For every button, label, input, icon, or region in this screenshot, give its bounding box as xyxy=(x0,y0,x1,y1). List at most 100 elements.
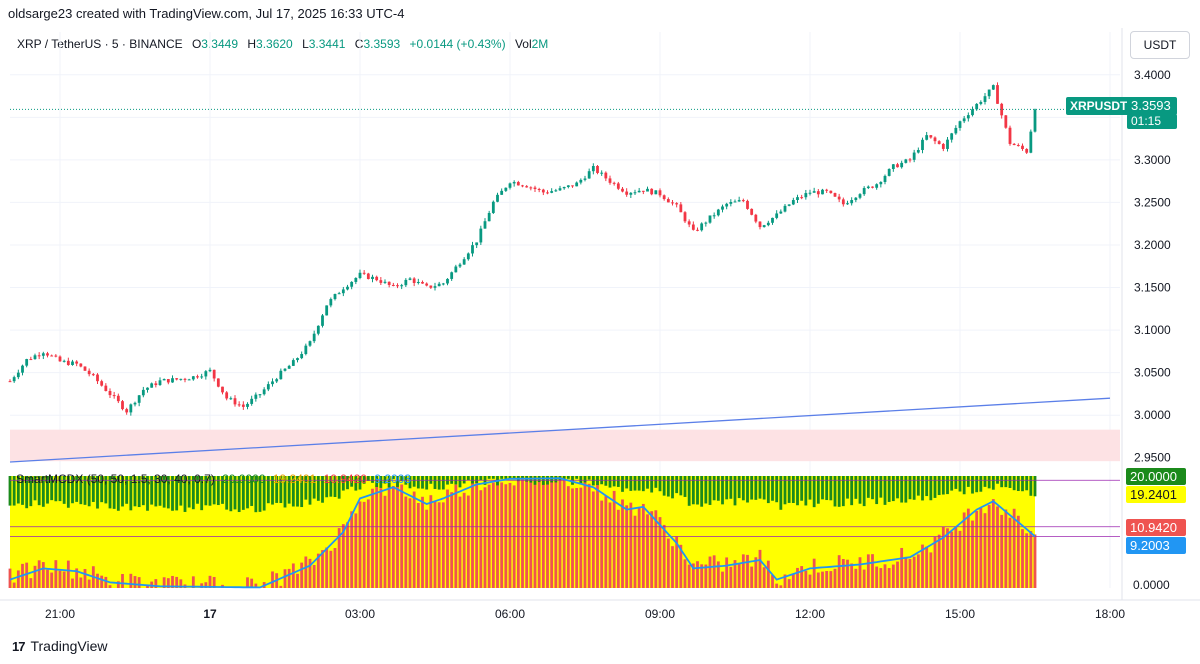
indicator-red-bar xyxy=(879,568,883,588)
indicator-red-bar xyxy=(908,559,912,588)
indicator-green-bar xyxy=(987,476,991,489)
indicator-name[interactable]: SmartMCDX (50, 50, 1.5, 30, 40, 0.7) xyxy=(16,472,215,486)
indicator-green-bar xyxy=(462,476,466,484)
candle-body xyxy=(991,85,995,90)
candle-body xyxy=(708,215,712,223)
indicator-red-bar xyxy=(154,579,158,588)
indicator-red-bar xyxy=(779,585,783,588)
indicator-red-bar xyxy=(437,502,441,588)
indicator-red-bar xyxy=(558,476,562,588)
indicator-red-bar xyxy=(833,568,837,588)
indicator-red-bar xyxy=(146,584,149,588)
indicator-green-bar xyxy=(91,476,95,502)
indicator-red-bar xyxy=(116,581,120,588)
indicator-red-bar xyxy=(54,560,58,588)
indicator-red-bar xyxy=(279,585,283,588)
indicator-green-bar xyxy=(750,476,754,500)
indicator-red-bar xyxy=(708,556,712,588)
indicator-green-bar xyxy=(479,476,483,481)
indicator-red-bar xyxy=(687,564,691,588)
candle-body xyxy=(512,182,516,184)
time-tick-label: 03:00 xyxy=(345,607,375,621)
indicator-green-bar xyxy=(79,476,83,505)
indicator-red-bar xyxy=(937,534,941,588)
currency-button[interactable]: USDT xyxy=(1130,31,1190,59)
indicator-green-bar xyxy=(925,476,929,497)
indicator-red-bar xyxy=(546,477,549,588)
indicator-red-bar xyxy=(566,486,570,588)
indicator-green-bar xyxy=(983,476,987,487)
indicator-red-bar xyxy=(475,478,479,588)
indicator-red-bar xyxy=(500,482,504,588)
indicator-green-bar xyxy=(46,476,49,504)
indicator-red-bar xyxy=(983,513,987,588)
indicator-red-bar xyxy=(521,476,524,588)
candle-body xyxy=(229,398,233,400)
candle-body xyxy=(208,369,212,372)
candle-body xyxy=(258,394,262,396)
indicator-green-bar xyxy=(325,476,329,498)
candle-body xyxy=(25,359,29,366)
indicator-red-bar xyxy=(616,509,620,588)
candle-body xyxy=(75,361,79,364)
symbol-info: XRP / TetherUS · 5 · BINANCE O3.3449 H3.… xyxy=(17,37,548,51)
indicator-green-bar xyxy=(662,476,666,496)
indicator-green-bar xyxy=(746,476,749,503)
indicator-green-bar xyxy=(771,476,774,501)
indicator-green-bar xyxy=(262,476,266,511)
indicator-red-bar xyxy=(304,556,308,588)
candle-body xyxy=(616,183,620,189)
candle-body xyxy=(312,333,316,342)
indicator-green-bar xyxy=(21,476,24,505)
candle-body xyxy=(975,103,979,110)
indicator-green-bar xyxy=(816,476,820,504)
indicator-green-bar xyxy=(679,476,683,496)
candle-body xyxy=(37,355,41,357)
indicator-pane xyxy=(8,476,1120,589)
footer-logo[interactable]: 17 TradingView xyxy=(12,638,108,654)
indicator-green-bar xyxy=(291,476,295,507)
indicator-green-bar xyxy=(425,476,429,490)
candle-body xyxy=(525,186,529,188)
indicator-red-bar xyxy=(121,573,124,588)
indicator-green-bar xyxy=(233,476,237,510)
indicator-green-bar xyxy=(121,476,124,507)
indicator-red-bar xyxy=(383,495,387,588)
candle-body xyxy=(250,398,254,404)
last-price-tag: 3.3593 xyxy=(1127,97,1177,115)
indicator-red-bar xyxy=(350,511,354,588)
indicator-green-bar xyxy=(650,476,654,493)
candle-body xyxy=(1025,149,1029,153)
candle-body xyxy=(900,162,904,168)
indicator-green-bar xyxy=(604,476,608,486)
candle-body xyxy=(416,281,420,283)
indicator-green-bar xyxy=(391,476,395,479)
candle-body xyxy=(79,363,83,367)
candle-body xyxy=(308,341,312,346)
indicator-green-bar xyxy=(296,476,299,507)
candle-body xyxy=(671,202,674,204)
indicator-green-bar xyxy=(196,476,199,504)
indicator-green-bar xyxy=(687,476,691,506)
indicator-red-bar xyxy=(371,488,374,588)
indicator-green-bar xyxy=(137,476,141,508)
symbol-name[interactable]: XRP / TetherUS · 5 · BINANCE xyxy=(17,37,183,51)
indicator-red-bar xyxy=(191,576,195,588)
candle-body xyxy=(508,183,512,188)
close-value: 3.3593 xyxy=(363,37,401,51)
indicator-green-bar xyxy=(100,476,104,503)
indicator-green-bar xyxy=(929,476,933,501)
indicator-red-bar xyxy=(671,546,674,588)
indicator-green-bar xyxy=(316,476,320,501)
indicator-green-bar xyxy=(716,476,720,501)
candle-body xyxy=(183,378,187,380)
candle-body xyxy=(946,139,949,149)
indicator-red-bar xyxy=(325,547,329,588)
candle-body xyxy=(604,172,608,179)
time-axis: 21:00 17 03:00 06:00 09:00 12:00 15:00 18:00 xyxy=(45,607,1125,621)
indicator-green-bar xyxy=(583,476,587,483)
indicator-green-bar xyxy=(108,476,112,509)
indicator-red-bar xyxy=(666,538,670,588)
candle-body xyxy=(641,190,645,192)
